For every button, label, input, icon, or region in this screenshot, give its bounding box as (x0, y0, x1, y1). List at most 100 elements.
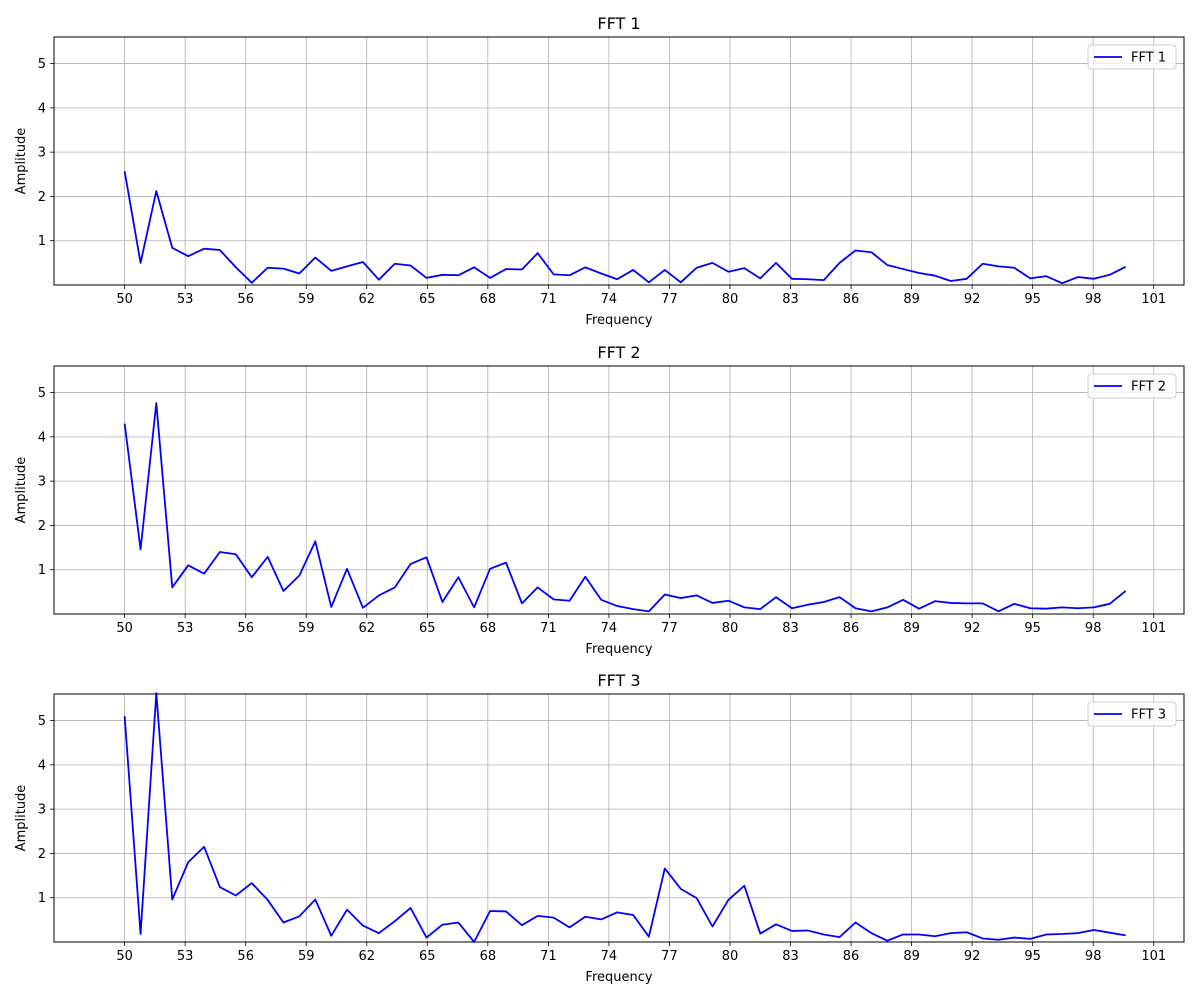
x-tick-label: 56 (237, 292, 254, 307)
axes-frame (53, 365, 1185, 615)
y-tick-label: 3 (38, 146, 46, 161)
y-tick-label: 5 (38, 57, 46, 72)
x-tick-label: 53 (177, 621, 194, 636)
chart-title: FFT 1 (597, 14, 640, 33)
chart-3: 50 53 56 59 62 65 68 71 74 77 80 83 86 89 92 95 98 101 1 2 3… (14, 671, 1185, 985)
chart-1: 50 53 56 59 62 65 68 71 74 77 80 83 86 89 92 95 98 101 1 2 3… (14, 14, 1185, 328)
x-tick-label: 95 (1024, 621, 1041, 636)
x-tick-label: 65 (419, 949, 436, 964)
x-tick-label: 89 (903, 292, 920, 307)
x-tick-label: 77 (661, 949, 678, 964)
x-tick-label: 68 (480, 621, 497, 636)
x-tick-label: 101 (1141, 621, 1166, 636)
x-tick-label: 50 (116, 949, 133, 964)
x-tick-label: 83 (782, 292, 799, 307)
y-tick-label: 2 (38, 519, 46, 534)
y-axis-label: Amplitude (14, 457, 29, 524)
x-tick-label: 50 (116, 292, 133, 307)
y-tick-label: 4 (38, 430, 46, 445)
x-axis-label: Frequency (585, 313, 652, 328)
legend-label: FFT 3 (1131, 708, 1166, 723)
x-tick-label: 50 (116, 621, 133, 636)
y-tick-label: 1 (38, 234, 46, 249)
y-tick-label: 1 (38, 563, 46, 578)
x-tick-label: 59 (298, 949, 315, 964)
x-tick-label: 80 (722, 949, 739, 964)
x-tick-label: 101 (1141, 949, 1166, 964)
x-tick-label: 65 (419, 292, 436, 307)
y-tick-label: 2 (38, 847, 46, 862)
x-tick-label: 65 (419, 621, 436, 636)
x-tick-label: 68 (480, 949, 497, 964)
x-tick-label: 62 (358, 292, 375, 307)
plot-area (54, 694, 1184, 942)
x-tick-label: 86 (843, 292, 860, 307)
y-tick-label: 4 (38, 101, 46, 116)
legend: FFT 2 (1087, 373, 1177, 399)
x-tick-label: 71 (540, 621, 557, 636)
x-tick-label: 74 (601, 621, 618, 636)
series-line (123, 692, 1126, 943)
x-tick-label: 86 (843, 949, 860, 964)
x-tick-label: 53 (177, 292, 194, 307)
y-tick-label: 1 (38, 891, 46, 906)
legend: FFT 3 (1087, 701, 1177, 727)
legend-label: FFT 1 (1131, 51, 1166, 66)
x-tick-label: 80 (722, 621, 739, 636)
x-tick-label: 77 (661, 621, 678, 636)
x-tick-label: 68 (480, 292, 497, 307)
axes-frame (53, 693, 1185, 943)
y-tick-label: 3 (38, 803, 46, 818)
x-tick-label: 77 (661, 292, 678, 307)
legend-box (1087, 44, 1177, 70)
x-tick-label: 59 (298, 292, 315, 307)
chart-title: FFT 2 (597, 343, 640, 362)
chart-title: FFT 3 (597, 671, 640, 690)
x-tick-label: 86 (843, 621, 860, 636)
x-tick-label: 89 (903, 621, 920, 636)
x-tick-label: 74 (601, 292, 618, 307)
x-tick-label: 71 (540, 292, 557, 307)
x-tick-label: 95 (1024, 949, 1041, 964)
y-tick-label: 3 (38, 475, 46, 490)
x-tick-label: 101 (1141, 292, 1166, 307)
x-tick-label: 98 (1085, 621, 1102, 636)
legend-label: FFT 2 (1131, 380, 1166, 395)
x-tick-label: 62 (358, 949, 375, 964)
legend-box (1087, 373, 1177, 399)
series-line (123, 171, 1127, 285)
y-tick-label: 5 (38, 386, 46, 401)
x-tick-label: 98 (1085, 949, 1102, 964)
x-tick-label: 59 (298, 621, 315, 636)
x-tick-label: 83 (782, 949, 799, 964)
plot-area (54, 366, 1184, 614)
x-tick-label: 56 (237, 949, 254, 964)
x-tick-label: 56 (237, 621, 254, 636)
y-axis-label: Amplitude (14, 785, 29, 852)
series-line (123, 402, 1127, 613)
x-tick-label: 92 (964, 949, 981, 964)
x-tick-label: 98 (1085, 292, 1102, 307)
x-tick-label: 92 (964, 621, 981, 636)
y-tick-label: 2 (38, 190, 46, 205)
x-tick-label: 62 (358, 621, 375, 636)
y-tick-label: 5 (38, 714, 46, 729)
x-tick-label: 80 (722, 292, 739, 307)
x-tick-label: 83 (782, 621, 799, 636)
x-tick-label: 71 (540, 949, 557, 964)
x-axis-label: Frequency (585, 970, 652, 985)
x-tick-label: 92 (964, 292, 981, 307)
x-tick-label: 53 (177, 949, 194, 964)
x-tick-label: 89 (903, 949, 920, 964)
chart-2: 50 53 56 59 62 65 68 71 74 77 80 83 86 89 92 95 98 101 1 2 3… (14, 343, 1185, 657)
y-tick-label: 4 (38, 758, 46, 773)
x-tick-label: 74 (601, 949, 618, 964)
legend-box (1087, 701, 1177, 727)
axes-frame (53, 36, 1185, 286)
y-axis-label: Amplitude (14, 128, 29, 195)
legend: FFT 1 (1087, 44, 1177, 70)
x-tick-label: 95 (1024, 292, 1041, 307)
plot-area (54, 37, 1184, 285)
x-axis-label: Frequency (585, 642, 652, 657)
